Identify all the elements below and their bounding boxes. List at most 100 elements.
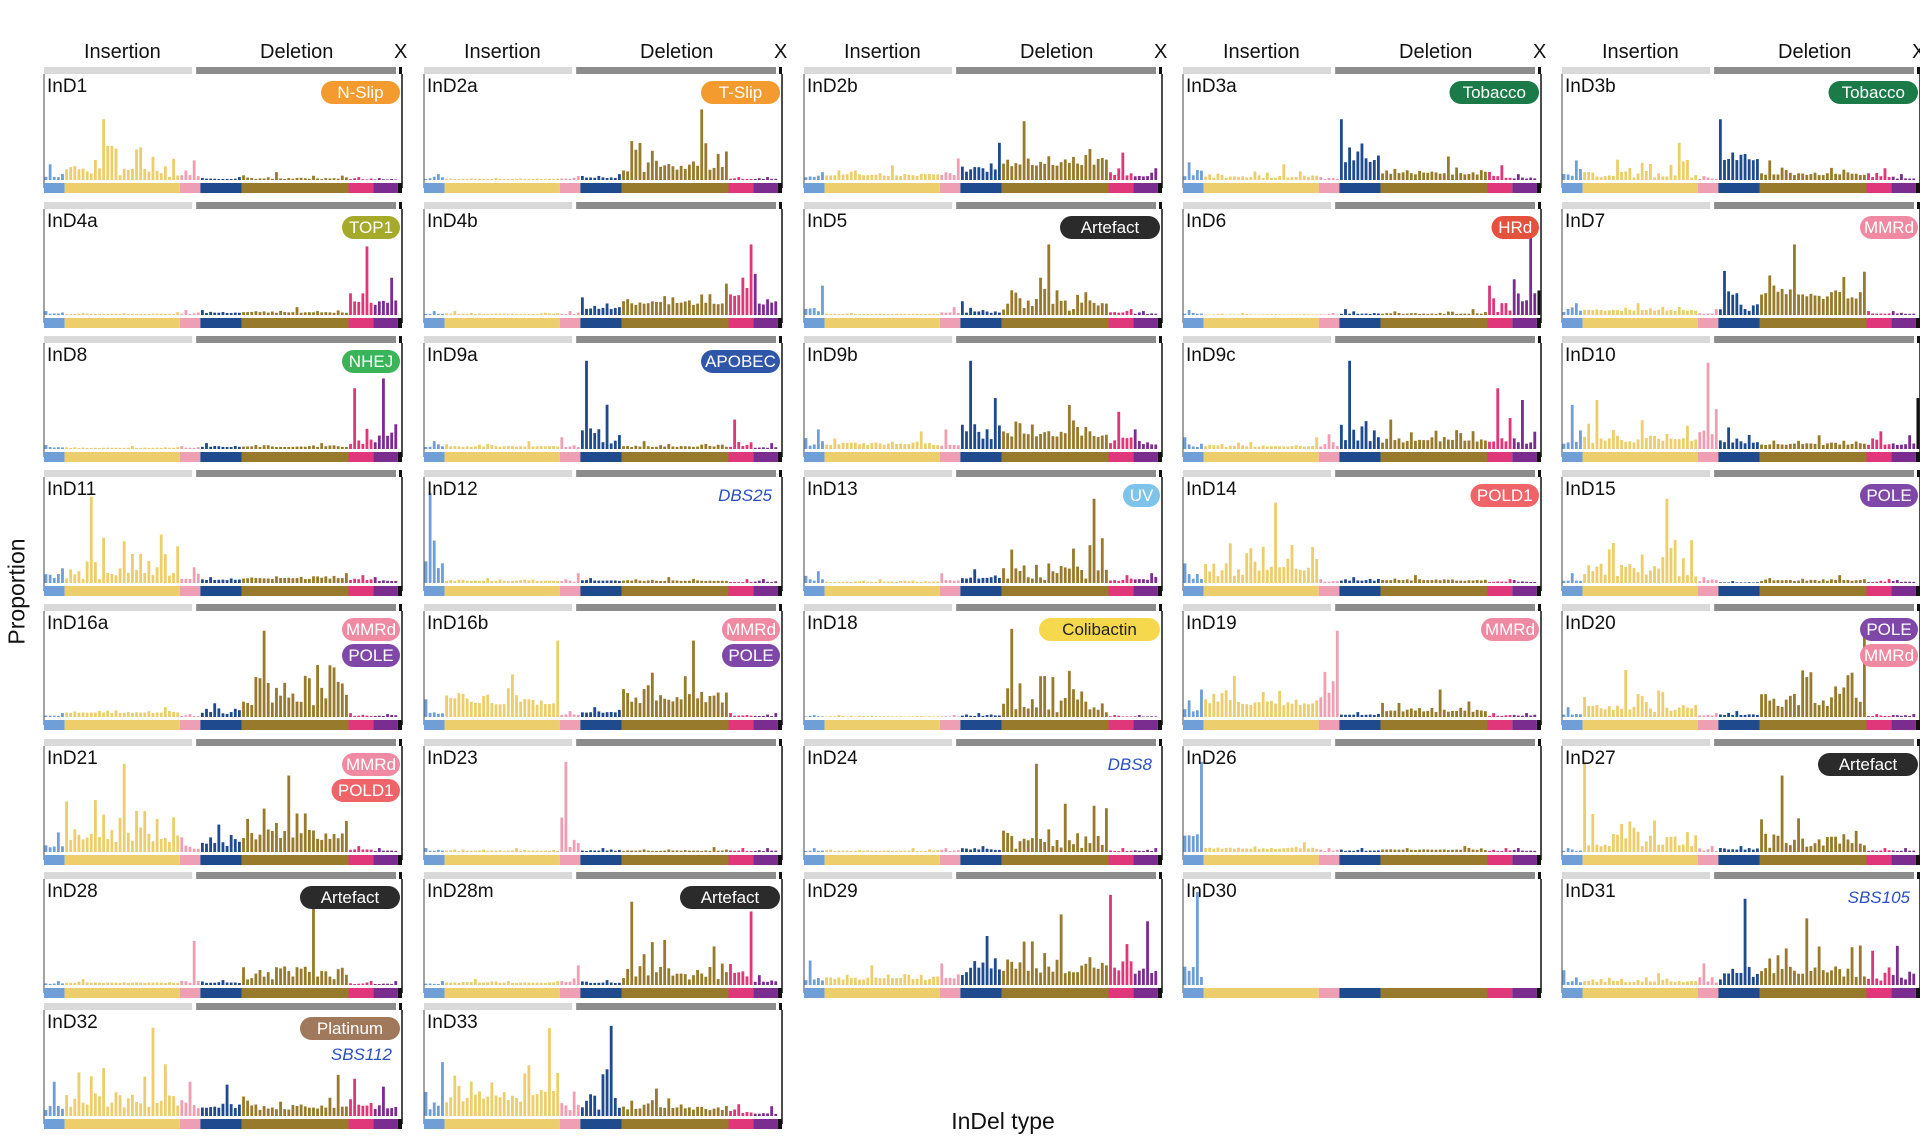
bar bbox=[172, 447, 175, 449]
bar bbox=[745, 1112, 749, 1116]
bar bbox=[766, 299, 769, 315]
bar bbox=[332, 312, 336, 315]
category-strip-magenta bbox=[728, 1119, 754, 1129]
bar bbox=[886, 716, 890, 717]
bar bbox=[1867, 850, 1870, 852]
badge-text: POLD1 bbox=[1477, 486, 1533, 505]
bar bbox=[1743, 714, 1747, 717]
bar bbox=[1875, 172, 1879, 180]
bar bbox=[1525, 581, 1528, 583]
panel-ind7: InD7 MMRd bbox=[1561, 202, 1920, 328]
bar bbox=[209, 982, 213, 985]
bar bbox=[1446, 156, 1450, 180]
bar bbox=[1434, 430, 1438, 449]
bar bbox=[436, 983, 440, 985]
bar bbox=[445, 178, 448, 180]
bar bbox=[1237, 176, 1240, 180]
bar bbox=[1694, 576, 1698, 583]
bar bbox=[737, 972, 741, 985]
bar bbox=[1195, 710, 1199, 717]
bar bbox=[1727, 582, 1731, 583]
bar bbox=[469, 312, 473, 315]
bar bbox=[1002, 568, 1005, 583]
bar bbox=[428, 1109, 432, 1116]
bar bbox=[482, 849, 486, 852]
bar bbox=[849, 977, 853, 985]
category-strip-navy bbox=[1718, 988, 1760, 998]
bar bbox=[1788, 966, 1792, 985]
bar bbox=[1434, 172, 1438, 180]
x-group-label: X bbox=[1912, 41, 1920, 63]
bar bbox=[473, 1094, 477, 1116]
bar bbox=[833, 313, 837, 315]
bar bbox=[770, 850, 774, 852]
bar bbox=[1912, 581, 1916, 583]
category-strip-olive bbox=[1001, 720, 1109, 730]
bar bbox=[568, 1110, 572, 1116]
x-header-bar bbox=[1159, 470, 1162, 477]
bar bbox=[593, 580, 597, 583]
bar bbox=[1702, 850, 1706, 852]
bar bbox=[1813, 702, 1817, 717]
bar bbox=[675, 1107, 679, 1116]
bar bbox=[118, 568, 122, 583]
bar bbox=[729, 294, 732, 315]
category-strip-magenta bbox=[348, 855, 374, 865]
category-strip-purple bbox=[1133, 318, 1158, 328]
bar bbox=[1084, 155, 1088, 180]
bar bbox=[217, 708, 221, 717]
badge-pill bbox=[701, 81, 780, 104]
bar bbox=[960, 848, 964, 852]
bar bbox=[1047, 431, 1051, 449]
bar bbox=[1245, 848, 1249, 852]
bar bbox=[1735, 972, 1739, 985]
bar bbox=[1348, 580, 1352, 583]
bar bbox=[866, 977, 870, 985]
category-strip-purple bbox=[373, 855, 398, 865]
bar bbox=[1570, 404, 1574, 449]
bar bbox=[299, 701, 303, 717]
category-strip-olive bbox=[621, 183, 729, 193]
category-strip-olive bbox=[1001, 318, 1109, 328]
bar bbox=[667, 699, 671, 717]
bar bbox=[1014, 421, 1018, 449]
bar bbox=[816, 850, 820, 852]
reference-signature: DBS8 bbox=[1108, 755, 1153, 774]
bar bbox=[365, 246, 369, 315]
bar bbox=[928, 716, 931, 717]
bar bbox=[1895, 313, 1899, 315]
bar bbox=[461, 579, 465, 583]
bar bbox=[663, 165, 667, 180]
bar bbox=[1649, 308, 1652, 315]
insertion-header-bar bbox=[424, 1003, 573, 1010]
bar bbox=[1747, 848, 1751, 852]
bar bbox=[73, 1098, 77, 1116]
bar bbox=[899, 176, 903, 180]
category-strip-pink bbox=[939, 855, 961, 865]
bar bbox=[180, 175, 184, 180]
bar bbox=[1723, 442, 1726, 449]
bar bbox=[560, 437, 564, 449]
bar bbox=[110, 982, 114, 985]
bar bbox=[316, 446, 320, 449]
bar bbox=[841, 581, 845, 583]
bar bbox=[168, 841, 171, 852]
bar bbox=[1088, 957, 1092, 985]
bar bbox=[687, 1107, 691, 1116]
bar bbox=[1653, 177, 1656, 180]
deletion-header-bar bbox=[576, 470, 776, 477]
bar bbox=[655, 850, 658, 852]
bar bbox=[225, 845, 229, 852]
bar bbox=[369, 1102, 373, 1116]
bar bbox=[262, 178, 266, 180]
bar bbox=[498, 704, 502, 717]
bar bbox=[93, 159, 97, 180]
bar bbox=[1451, 439, 1454, 449]
panel-name: InD4a bbox=[47, 211, 98, 232]
category-strip-navy bbox=[200, 452, 242, 462]
bar bbox=[242, 175, 245, 180]
bar bbox=[114, 447, 118, 449]
bar bbox=[519, 580, 523, 583]
bar bbox=[812, 715, 816, 717]
bar bbox=[238, 177, 241, 180]
